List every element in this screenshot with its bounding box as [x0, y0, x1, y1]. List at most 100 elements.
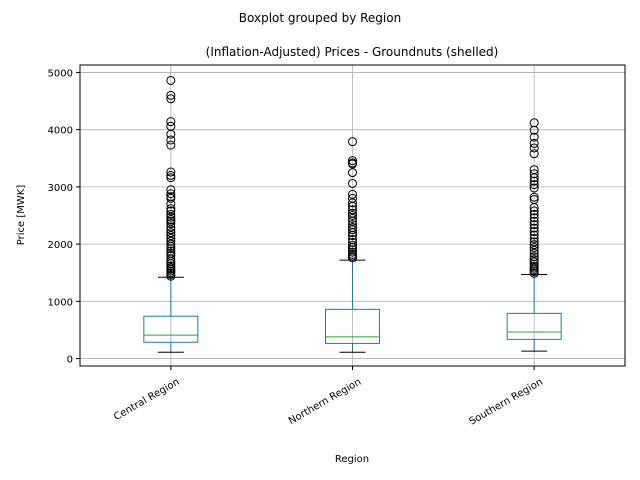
- outlier-point: [529, 118, 539, 128]
- outlier-point: [166, 117, 176, 127]
- outlier-point: [529, 248, 539, 258]
- outlier-point: [529, 169, 539, 179]
- box-iqr: [143, 315, 199, 343]
- outlier-point: [166, 94, 176, 104]
- outlier-point: [166, 189, 176, 199]
- outlier-point: [529, 220, 539, 230]
- outlier-point: [529, 206, 539, 216]
- outlier-point: [166, 259, 176, 269]
- outlier-point: [166, 129, 176, 139]
- outlier-point: [348, 240, 357, 250]
- outlier-point: [529, 180, 539, 190]
- outlier-point: [348, 178, 357, 188]
- outlier-point: [348, 243, 357, 253]
- outlier-point: [166, 216, 176, 226]
- outlier-point: [166, 244, 176, 254]
- outlier-point: [166, 222, 176, 232]
- chart-title: (Inflation-Adjusted) Prices - Groundnuts…: [206, 45, 499, 59]
- box-iqr: [506, 312, 562, 340]
- outlier-point: [529, 176, 539, 186]
- x-tick-label: Northern Region: [287, 377, 363, 427]
- outlier-point: [166, 231, 176, 241]
- outlier-point: [166, 271, 176, 281]
- outlier-point: [166, 193, 176, 203]
- plot-area: 0 1000 2000 3000 4000 5000 Central Region North…: [48, 64, 626, 428]
- outlier-point: [348, 225, 357, 235]
- y-tick-label: 4000: [48, 126, 73, 137]
- outlier-point: [348, 237, 357, 247]
- outlier-point: [166, 140, 176, 150]
- box-iqr: [325, 308, 380, 344]
- outlier-point: [529, 268, 539, 278]
- outlier-point: [166, 209, 176, 219]
- outlier-point: [348, 216, 357, 226]
- outlier-point: [529, 138, 539, 148]
- outlier-point: [166, 212, 176, 222]
- outlier-point: [166, 173, 176, 183]
- outlier-point: [348, 213, 357, 223]
- outlier-point: [348, 159, 357, 169]
- y-tick-label: 2000: [48, 240, 73, 251]
- outlier-point: [529, 149, 539, 159]
- outlier-point: [529, 252, 539, 262]
- outlier-point: [166, 75, 176, 85]
- x-tick-label: Southern Region: [468, 377, 545, 428]
- outlier-point: [166, 206, 176, 216]
- outlier-point: [529, 213, 539, 223]
- outlier-point: [529, 125, 539, 135]
- chart-suptitle: Boxplot grouped by Region: [239, 11, 401, 25]
- x-tick-label: Central Region: [112, 377, 181, 423]
- outlier-point: [529, 243, 539, 253]
- outlier-point: [348, 168, 357, 178]
- outlier-point: [348, 205, 357, 215]
- outlier-point: [166, 185, 176, 195]
- outlier-point: [529, 173, 539, 183]
- outlier-point: [166, 135, 176, 145]
- outlier-point: [348, 253, 357, 263]
- outlier-point: [529, 237, 539, 247]
- outlier-point: [166, 241, 176, 251]
- outlier-point: [529, 192, 539, 202]
- outlier-point: [348, 247, 357, 257]
- outlier-point: [529, 143, 539, 153]
- y-tick-label: 5000: [48, 68, 73, 79]
- outlier-point: [166, 225, 176, 235]
- outlier-point: [529, 216, 539, 226]
- outlier-point: [166, 90, 176, 100]
- y-axis-label: Price [MWK]: [16, 185, 27, 246]
- outlier-point: [166, 239, 176, 249]
- outlier-point: [529, 245, 539, 255]
- outlier-point: [166, 167, 176, 177]
- outlier-point: [529, 223, 539, 233]
- outlier-point: [529, 230, 539, 240]
- outlier-point: [529, 259, 539, 269]
- x-axis-label: Region: [335, 454, 369, 465]
- y-tick-label: 0: [67, 355, 73, 366]
- outlier-point: [166, 254, 176, 264]
- y-tick-label: 1000: [48, 297, 73, 308]
- outlier-point: [529, 132, 539, 142]
- outlier-point: [348, 189, 357, 199]
- outlier-point: [166, 170, 176, 180]
- outlier-point: [348, 211, 357, 220]
- outlier-point: [166, 236, 176, 246]
- outlier-point: [529, 202, 539, 212]
- outlier-point: [166, 204, 176, 214]
- outlier-point: [166, 219, 176, 229]
- outlier-point: [166, 199, 176, 209]
- outlier-point: [348, 137, 357, 147]
- outlier-point: [348, 231, 357, 241]
- outlier-point: [529, 227, 539, 237]
- outlier-point: [348, 156, 357, 166]
- outlier-point: [348, 198, 357, 208]
- outlier-point: [529, 209, 539, 219]
- outlier-point: [348, 201, 357, 211]
- outlier-point: [166, 228, 176, 238]
- outlier-point: [348, 228, 357, 238]
- outlier-point: [529, 240, 539, 250]
- outlier-point: [529, 233, 539, 243]
- outlier-point: [529, 255, 539, 265]
- outlier-point: [529, 183, 539, 193]
